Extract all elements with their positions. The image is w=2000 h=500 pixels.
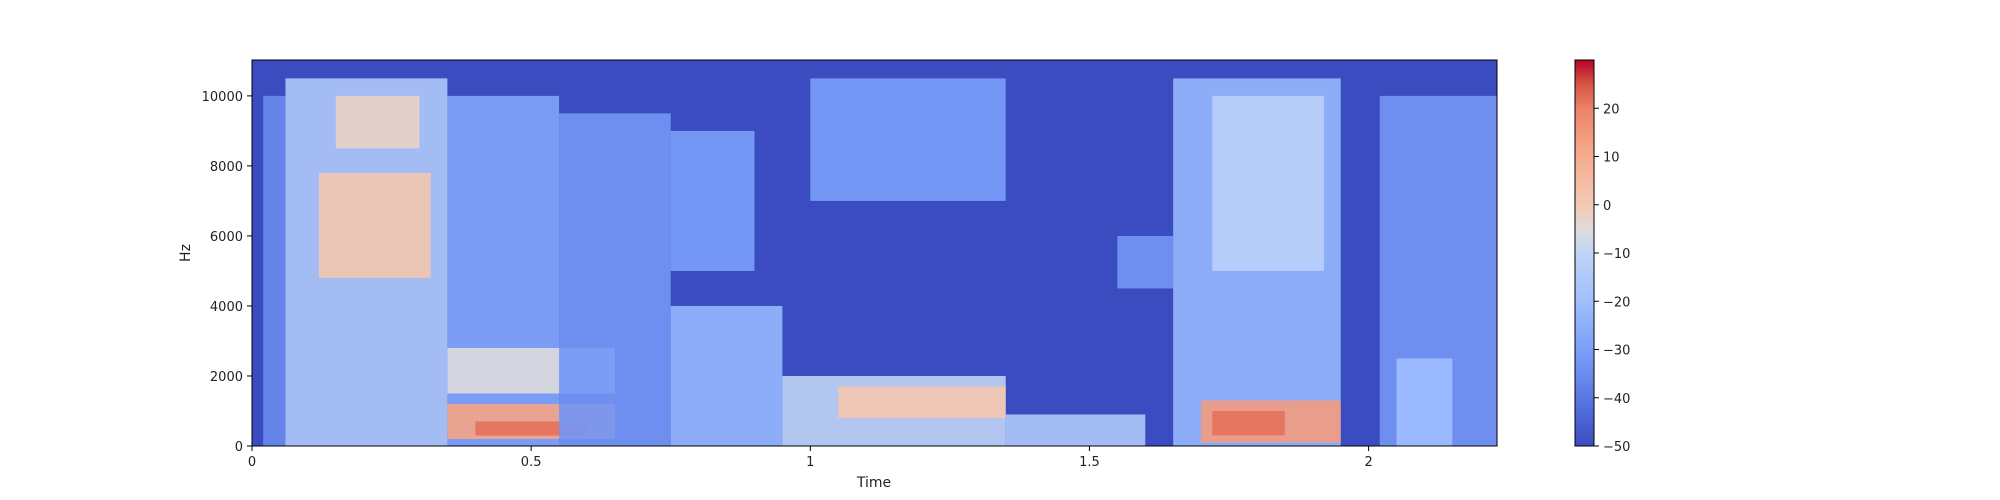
- heatmap-region: [559, 113, 671, 446]
- x-axis-label: Time: [856, 475, 891, 491]
- heatmap-region: [252, 60, 264, 446]
- x-tick-label: 0: [248, 455, 256, 470]
- y-tick-label: 0: [235, 440, 243, 455]
- heatmap-region: [1396, 358, 1453, 446]
- heatmap-region: [335, 95, 420, 149]
- x-tick-label: 0.5: [521, 455, 542, 470]
- x-tick-label: 1: [806, 455, 814, 470]
- x-axis-ticks: 0 0.5 1 1.5 2: [248, 446, 1373, 470]
- heatmap-region: [670, 130, 755, 271]
- heatmap-region: [1351, 60, 1380, 446]
- colorbar-tick-label: −20: [1603, 295, 1630, 310]
- heatmap-region: [1212, 410, 1285, 436]
- heatmap-region: [1005, 414, 1146, 446]
- heatmap-region: [810, 78, 1006, 201]
- colorbar-tick-label: 20: [1603, 102, 1620, 117]
- colorbar-tick-label: −30: [1603, 344, 1630, 359]
- y-axis-label: Hz: [178, 244, 194, 262]
- spectrogram-heatmap: [252, 60, 1497, 446]
- plot-frame: [251, 59, 1498, 447]
- y-tick-label: 8000: [210, 160, 243, 175]
- colorbar-tick-label: −50: [1603, 440, 1630, 455]
- y-tick-label: 4000: [210, 300, 243, 315]
- y-tick-label: 10000: [202, 90, 243, 105]
- colorbar-gradient: [1575, 60, 1594, 446]
- colorbar-tick-label: −10: [1603, 247, 1630, 262]
- colorbar-tick-label: −40: [1603, 392, 1630, 407]
- colorbar: 20 10 0 −10 −20 −30 −40 −50: [1574, 59, 1630, 455]
- x-tick-label: 2: [1364, 455, 1372, 470]
- colorbar-ticks: 20 10 0 −10 −20 −30 −40 −50: [1594, 102, 1630, 455]
- heatmap-region: [670, 305, 783, 446]
- heatmap-region: [838, 386, 1006, 418]
- y-axis-ticks: 0 2000 4000 6000 8000 10000: [202, 90, 252, 455]
- y-tick-label: 2000: [210, 370, 243, 385]
- heatmap-region: [318, 172, 431, 278]
- heatmap-region: [1212, 95, 1324, 271]
- colorbar-tick-label: 0: [1603, 199, 1611, 214]
- heatmap-region: [1117, 235, 1174, 289]
- x-tick-label: 1.5: [1079, 455, 1100, 470]
- y-tick-label: 6000: [210, 230, 243, 245]
- heatmap-region: [263, 95, 286, 446]
- colorbar-tick-label: 10: [1603, 151, 1620, 166]
